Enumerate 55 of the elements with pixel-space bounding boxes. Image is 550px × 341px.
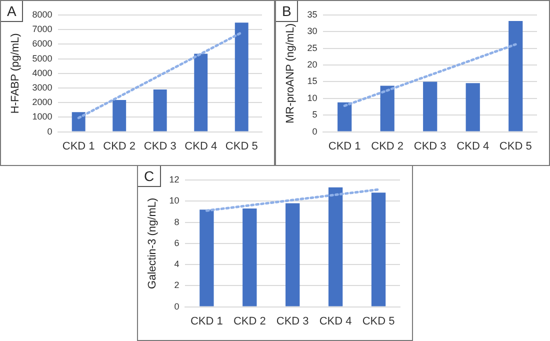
y-tick-label: 0 xyxy=(312,126,318,136)
y-axis-title: Galectin-3 (ng/mL) xyxy=(146,198,159,289)
x-tick-label: CKD 1 xyxy=(190,315,223,328)
bar xyxy=(423,82,438,132)
y-tick-label: 4 xyxy=(174,259,180,270)
y-tick-label: 8000 xyxy=(32,9,52,20)
y-tick-label: 10 xyxy=(307,92,318,103)
bar xyxy=(72,112,86,132)
x-tick-label: CKD 2 xyxy=(103,140,136,152)
bar xyxy=(112,100,126,132)
x-tick-label: CKD 1 xyxy=(328,140,361,152)
y-tick-label: 35 xyxy=(307,9,318,20)
y-tick-label: 10 xyxy=(169,196,180,206)
y-tick-label: 30 xyxy=(307,26,318,36)
y-tick-label: 3000 xyxy=(32,82,52,92)
y-tick-label: 2000 xyxy=(32,97,52,108)
bar xyxy=(338,102,352,132)
x-tick-label: CKD 5 xyxy=(499,140,532,152)
x-tick-label: CKD 3 xyxy=(144,140,176,152)
y-tick-label: 0 xyxy=(47,126,52,136)
y-tick-label: 2 xyxy=(174,280,180,290)
text: B xyxy=(276,1,298,22)
bar xyxy=(194,54,208,132)
y-tick-label: 4000 xyxy=(32,68,52,78)
x-tick-label: CKD 2 xyxy=(233,315,266,328)
y-tick-label: 6 xyxy=(174,238,180,248)
bar xyxy=(380,86,394,132)
y-tick-label: 15 xyxy=(307,76,318,86)
y-tick-label: 1000 xyxy=(32,112,52,122)
x-tick-label: CKD 3 xyxy=(276,315,309,328)
bar xyxy=(234,22,248,132)
y-tick-label: 25 xyxy=(307,42,318,53)
bar xyxy=(508,21,523,132)
x-tick-label: CKD 5 xyxy=(225,140,258,152)
y-tick-label: 7000 xyxy=(32,24,52,34)
x-tick-label: CKD 3 xyxy=(414,140,446,152)
x-tick-label: CKD 1 xyxy=(62,140,95,152)
x-tick-label: CKD 4 xyxy=(456,140,490,152)
y-tick-label: 6000 xyxy=(32,38,52,49)
x-tick-label: CKD 5 xyxy=(362,315,395,328)
bar xyxy=(153,89,167,132)
x-tick-label: CKD 2 xyxy=(371,140,404,152)
text: C xyxy=(138,166,162,187)
y-tick-label: 0 xyxy=(174,301,180,312)
y-tick-label: 5000 xyxy=(32,53,52,64)
bar xyxy=(466,83,480,132)
y-tick-label: 8 xyxy=(174,216,180,227)
y-tick-label: 12 xyxy=(169,174,180,184)
y-axis-title: MR-proANP (ng/mL) xyxy=(284,23,297,124)
text: A xyxy=(1,1,24,22)
y-axis-title: H-FABP (pg/mL) xyxy=(10,33,22,114)
y-tick-label: 5 xyxy=(312,110,318,120)
y-tick-label: 20 xyxy=(307,60,318,70)
x-tick-label: CKD 4 xyxy=(319,315,352,328)
x-tick-label: CKD 4 xyxy=(184,140,218,152)
